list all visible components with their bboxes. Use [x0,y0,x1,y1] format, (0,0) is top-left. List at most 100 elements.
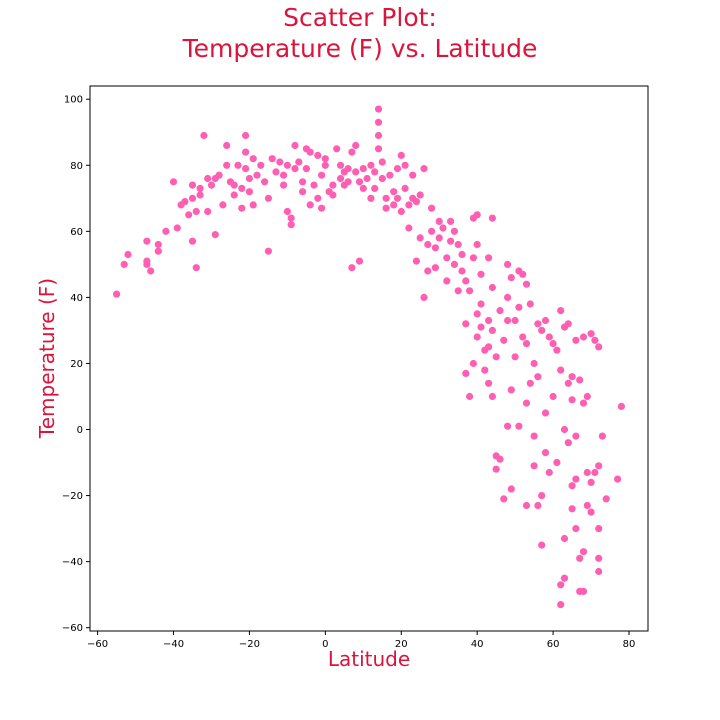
x-tick-label: −20 [239,639,260,650]
scatter-point [230,181,238,189]
scatter-points [113,105,626,609]
scatter-point [253,171,261,179]
scatter-point [321,161,329,169]
scatter-point [416,191,424,199]
y-tick-label: 0 [77,425,83,436]
scatter-point [420,293,428,301]
scatter-point [477,300,485,308]
scatter-point [557,601,565,609]
scatter-point [560,574,569,582]
scatter-point [469,254,477,262]
scatter-point [469,359,477,368]
scatter-point [359,184,367,192]
scatter-point [500,336,508,344]
scatter-point [549,340,557,348]
scatter-point [522,399,531,407]
scatter-point [169,178,178,186]
y-tick-label: 60 [70,227,83,238]
scatter-point [458,250,466,259]
scatter-point [382,194,390,202]
scatter-point [568,396,576,404]
scatter-point [329,191,337,199]
scatter-point [560,534,569,543]
scatter-point [595,343,603,351]
scatter-point [405,201,413,209]
scatter-point [336,174,345,183]
scatter-point [541,409,550,417]
scatter-point [113,290,121,298]
scatter-point [492,465,500,473]
y-axis-ticks: −60 −40 −20 0 20 40 60 80 100 [62,95,90,634]
scatter-point [534,501,542,510]
scatter-point [390,188,398,196]
scatter-point [564,439,572,447]
scatter-point [264,194,272,202]
scatter-point [147,267,155,275]
scatter-point [355,178,364,186]
scatter-point [314,194,322,202]
scatter-point [280,171,288,179]
scatter-point [504,422,512,430]
scatter-point [363,174,371,183]
y-tick-label: 80 [70,161,83,172]
scatter-point [143,237,151,245]
scatter-point [583,501,591,510]
scatter-point [378,158,386,166]
scatter-point [371,168,379,176]
scatter-point [595,567,603,576]
scatter-point [371,184,379,192]
scatter-point [192,264,200,272]
scatter-point [302,165,310,173]
scatter-point [504,260,512,268]
plot-frame [89,85,649,632]
scatter-point [238,184,246,192]
scatter-point [500,495,508,503]
scatter-point [488,326,496,334]
scatter-point [291,165,299,173]
scatter-point [367,194,375,202]
scatter-point [431,264,439,272]
scatter-point [299,188,307,196]
scatter-point [572,475,580,483]
scatter-point [318,204,326,212]
scatter-point [242,131,250,140]
scatter-point [443,277,451,285]
scatter-point [515,422,523,430]
scatter-point [530,432,538,440]
scatter-point [515,303,523,311]
scatter-point [378,174,386,183]
scatter-point [382,204,390,212]
scatter-point [238,204,246,212]
scatter-point [477,270,485,278]
chart-title-line-2: Temperature (F) vs. Latitude [182,34,538,63]
scatter-point [538,492,546,500]
scatter-point [200,131,208,140]
scatter-point [280,181,288,189]
x-tick-label: 0 [322,639,328,650]
scatter-point [462,277,470,285]
scatter-point [230,191,238,199]
scatter-point [488,214,496,222]
scatter-point [587,478,595,486]
scatter-point [602,495,610,503]
scatter-point [257,161,265,169]
scatter-point [435,234,443,242]
scatter-point [447,237,455,245]
scatter-point [333,145,341,153]
scatter-point [504,293,512,301]
scatter-point [447,217,455,225]
scatter-point [287,221,295,229]
scatter-point [204,174,212,183]
y-axis-label: Temperature (F) [35,278,59,439]
scatter-point [318,171,326,179]
scatter-point [374,118,383,126]
scatter-point [526,300,534,308]
scatter-point [576,376,584,384]
chart-title: Scatter Plot: Temperature (F) vs. Latitu… [0,2,720,64]
scatter-point [219,201,227,209]
scatter-point [504,316,512,325]
scatter-point [511,353,519,361]
scatter-point [264,247,272,255]
scatter-point [557,366,565,374]
scatter-point [591,336,599,344]
